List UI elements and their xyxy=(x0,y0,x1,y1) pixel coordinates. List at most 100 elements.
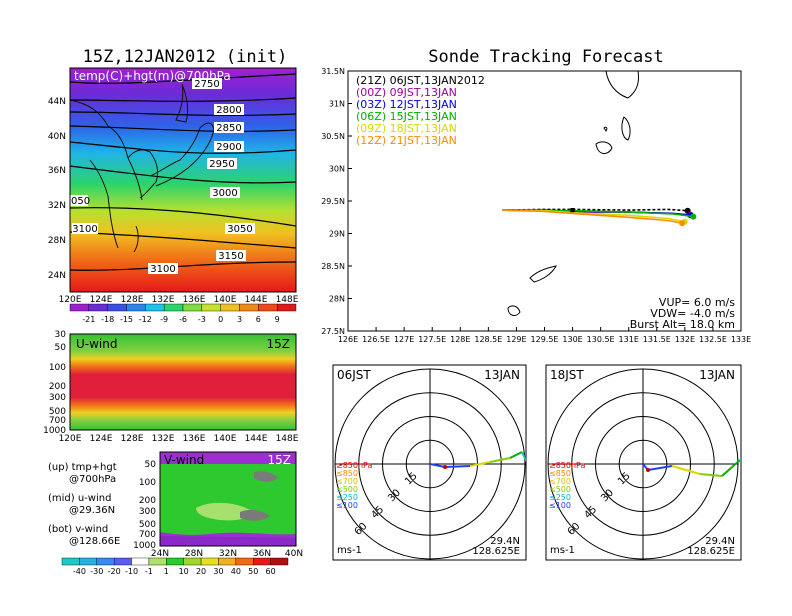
u-wind-field xyxy=(70,334,296,430)
u-wind-label: U-wind xyxy=(76,337,117,351)
lat-tick-label: 40N xyxy=(48,132,66,142)
colorbar-label: -3 xyxy=(198,315,206,324)
track-axes: 126E 126.5E 127E 127.5E 128E 128.5E 129E 129.5E… xyxy=(321,67,751,344)
colorbar-cell xyxy=(69,303,90,312)
lon-tick-label: 132E xyxy=(152,295,175,305)
pressure-tick-label: 700 xyxy=(139,530,156,540)
v-wind-section: V-wind 15Z 50 100 200 300 500 700 1000 2… xyxy=(61,451,303,576)
note-line: @128.66E xyxy=(69,536,120,547)
colorbar-cell xyxy=(113,557,132,566)
lon-tick-label: 140E xyxy=(214,434,237,444)
lon-tick-label: 136E xyxy=(183,434,206,444)
track-chart: 126E 126.5E 127E 127.5E 128E 128.5E 129E 129.5E… xyxy=(321,67,751,344)
colorbar-cell xyxy=(131,557,150,566)
lon-tick-label: 140E xyxy=(214,295,237,305)
x-tick-label: 131E xyxy=(619,335,639,344)
info-line: VUP= 6.0 m/s xyxy=(659,296,735,309)
legend-entry: (09Z) 18JST,13JAN xyxy=(356,122,457,135)
map-field-label: temp(C)+hgt(m)@700hPa xyxy=(74,69,231,83)
map-lon-ticks: 120E 124E 128E 132E 136E 140E 144E 148E xyxy=(59,295,299,305)
lon-tick-label: 128E xyxy=(121,295,144,305)
temp-field xyxy=(70,68,296,292)
contour-label: 3050 xyxy=(227,224,252,235)
v-wind-p-ticks: 50 100 200 300 500 700 1000 xyxy=(133,460,156,551)
hodo-legend-entry: ≥850hPa xyxy=(336,461,373,470)
pressure-tick-label: 700 xyxy=(49,416,66,426)
contour-label: 3100 xyxy=(72,224,97,235)
colorbar-cell xyxy=(220,303,240,312)
colorbar-cell xyxy=(166,557,184,566)
colorbar-label: -6 xyxy=(179,315,187,324)
colorbar-label: 1 xyxy=(164,567,169,576)
colorbar-label: -12 xyxy=(139,315,152,324)
colorbar-cell xyxy=(276,303,297,312)
colorbar-label: 30 xyxy=(213,567,223,576)
map-lat-ticks: 44N 40N 36N 32N 28N 24N xyxy=(48,97,66,281)
colorbar-label: -18 xyxy=(101,315,114,324)
pressure-tick-label: 100 xyxy=(139,478,156,488)
note-line: @700hPa xyxy=(69,474,116,485)
track-legend: (21Z) 06JST,13JAN2012(00Z) 09JST,13JAN(0… xyxy=(356,74,485,147)
y-tick-label: 29N xyxy=(329,230,345,239)
x-tick-label: 127.5E xyxy=(418,335,446,344)
coastlines xyxy=(69,83,215,253)
lon-tick-label: 136E xyxy=(183,295,206,305)
note-line: (bot) v-wind xyxy=(48,524,108,535)
colorbar-label: 60 xyxy=(266,567,276,576)
colorbar-cell xyxy=(126,303,146,312)
track-series xyxy=(502,207,697,227)
lat-tick-label: 44N xyxy=(48,97,66,107)
track-info: VUP= 6.0 m/s VDW= -4.0 m/s Burst Alt= 18… xyxy=(630,296,736,331)
hodo-legend-entry: ≤700 xyxy=(336,477,358,486)
hodo-segment xyxy=(721,459,741,477)
colorbar-cell xyxy=(200,557,219,566)
colorbar-label: -20 xyxy=(108,567,121,576)
colorbar-cell xyxy=(258,303,278,312)
colorbar-cell xyxy=(148,557,167,566)
colorbar-cell xyxy=(88,303,108,312)
lon-tick-label: 124E xyxy=(90,434,113,444)
pressure-tick-label: 30 xyxy=(55,330,67,340)
info-line: VDW= -4.0 m/s xyxy=(650,307,735,320)
colorbar-cell xyxy=(270,557,289,566)
u-wind-frame xyxy=(69,333,297,431)
hodo-unit: ms-1 xyxy=(337,545,362,556)
colorbar-label: -9 xyxy=(160,315,168,324)
track-marker xyxy=(570,208,575,213)
contour-label: 2950 xyxy=(209,159,234,170)
colorbar-label: -21 xyxy=(82,315,95,324)
hodo-legend-entry: ≤850 xyxy=(336,469,358,478)
contour-label: 2800 xyxy=(216,105,241,116)
contour-label: 3150 xyxy=(218,251,243,262)
x-tick-label: 133E xyxy=(731,335,751,344)
note-line: @29.36N xyxy=(69,505,115,516)
colorbar-cell xyxy=(96,557,115,566)
hodo-lat: 29.4N xyxy=(490,536,520,547)
lon-tick-label: 144E xyxy=(245,434,268,444)
lon-tick-label: 144E xyxy=(245,295,268,305)
colorbar-label: 0 xyxy=(218,315,223,324)
x-tick-label: 128E xyxy=(450,335,470,344)
legend-entry: (12Z) 21JST,13JAN xyxy=(356,134,457,147)
track-endpoint xyxy=(690,213,697,220)
x-tick-label: 131.5E xyxy=(643,335,671,344)
hodo-time: 18JST xyxy=(550,368,584,382)
hodo-unit: ms-1 xyxy=(550,545,575,556)
hodo-legend-entry: ≤250 xyxy=(336,493,358,502)
hodo-legend-entry: ≤100 xyxy=(549,501,571,510)
colorbar-label: 9 xyxy=(275,315,280,324)
colorbar-cell xyxy=(218,557,237,566)
x-tick-label: 129.5E xyxy=(531,335,559,344)
colorbar-cell xyxy=(253,557,271,566)
lat-tick-label: 32N xyxy=(48,201,66,211)
lon-tick-label: 124E xyxy=(90,295,113,305)
hodograph-right: 18JST 13JAN ms-1 29.4N 128.625E 15304560… xyxy=(545,364,742,561)
colorbar-cell xyxy=(107,303,127,312)
hodo-legend-entry: ≥850hPa xyxy=(549,461,586,470)
lon-tick-label: 120E xyxy=(59,434,82,444)
x-tick-label: 127E xyxy=(394,335,414,344)
track-line xyxy=(502,209,683,224)
lat-tick-label: 36N xyxy=(48,166,66,176)
